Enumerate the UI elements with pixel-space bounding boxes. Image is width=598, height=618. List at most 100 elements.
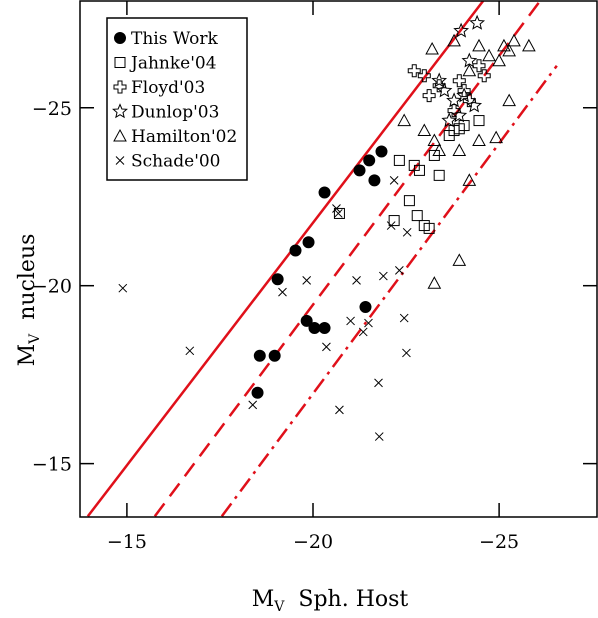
point — [469, 14, 486, 30]
point — [458, 120, 470, 132]
y-tick-label: −20 — [32, 276, 72, 298]
point — [399, 313, 409, 323]
point — [359, 301, 372, 314]
point — [386, 221, 396, 230]
point — [268, 349, 281, 362]
point — [417, 123, 432, 137]
point — [452, 253, 467, 266]
point — [497, 38, 511, 52]
point — [425, 41, 439, 55]
point — [403, 195, 415, 207]
y-label-main: M — [15, 344, 40, 367]
point — [422, 89, 436, 103]
x-label-main: M — [252, 587, 275, 612]
point — [318, 322, 331, 335]
legend-marker — [113, 128, 127, 142]
point — [411, 210, 423, 222]
point — [477, 69, 491, 83]
point — [322, 342, 331, 352]
legend-marker — [114, 57, 126, 68]
point — [432, 143, 447, 156]
point — [333, 207, 345, 219]
legend-marker — [112, 103, 128, 119]
point — [507, 33, 521, 47]
legend-label: Jahnke'04 — [129, 54, 217, 74]
reference-line — [86, 1, 485, 517]
point — [393, 154, 405, 166]
point — [300, 314, 313, 327]
x-label-rest: Sph. Host — [298, 587, 408, 612]
y-tick-label: −15 — [32, 454, 72, 476]
x-axis-label: MV Sph. Host — [252, 587, 409, 615]
point — [436, 82, 453, 98]
point — [456, 87, 473, 103]
point — [335, 405, 344, 415]
reference-line — [153, 1, 542, 517]
point — [462, 173, 477, 186]
point — [358, 327, 368, 337]
x-label-sub: V — [273, 599, 285, 615]
point — [462, 63, 477, 77]
point — [457, 84, 471, 98]
point — [388, 215, 400, 227]
point — [389, 176, 399, 185]
point — [433, 169, 445, 181]
point — [248, 400, 258, 410]
point — [253, 349, 266, 362]
legend-label: Hamilton'02 — [131, 127, 237, 147]
point — [431, 72, 448, 88]
point — [441, 112, 458, 128]
point — [278, 287, 287, 297]
point — [452, 143, 467, 156]
y-axis-label: MVnucleus — [15, 234, 43, 367]
point — [451, 107, 468, 123]
point — [413, 164, 425, 176]
x-tick-label: −25 — [479, 531, 519, 553]
y-label-sub: V — [27, 333, 43, 345]
point — [353, 164, 366, 177]
point — [417, 69, 431, 83]
plot-frame — [79, 0, 598, 518]
point — [402, 227, 412, 237]
point — [378, 271, 388, 281]
point — [364, 318, 373, 328]
point — [407, 64, 421, 78]
point — [482, 48, 496, 62]
point — [302, 275, 312, 285]
legend-marker — [113, 80, 127, 94]
point — [185, 346, 195, 356]
point — [352, 275, 361, 285]
point — [374, 432, 384, 441]
point — [447, 33, 461, 47]
point — [332, 204, 341, 213]
x-tick-label: −20 — [293, 531, 333, 553]
point — [472, 133, 486, 146]
legend-label: Schade'00 — [131, 152, 221, 172]
y-tick-label: −25 — [32, 98, 72, 120]
legend-marker — [115, 156, 125, 165]
legend-label: Dunlop'03 — [131, 103, 219, 123]
point — [466, 97, 483, 113]
point — [375, 145, 388, 158]
point — [333, 209, 343, 218]
point — [368, 174, 381, 187]
point — [423, 222, 435, 234]
point — [492, 53, 506, 67]
point — [473, 115, 485, 127]
plot-area — [86, 1, 558, 517]
legend-box — [106, 17, 248, 181]
point — [395, 266, 404, 275]
y-label-rest: nucleus — [15, 234, 40, 320]
point — [489, 130, 503, 144]
point — [522, 38, 536, 52]
point — [397, 113, 412, 127]
legend-label: This Work — [131, 29, 219, 49]
point — [374, 378, 383, 388]
point — [118, 283, 128, 293]
point — [453, 22, 470, 38]
legend-label: Floyd'03 — [131, 78, 205, 98]
point — [502, 93, 517, 107]
point — [446, 92, 462, 108]
point — [308, 322, 321, 335]
point — [346, 316, 355, 326]
